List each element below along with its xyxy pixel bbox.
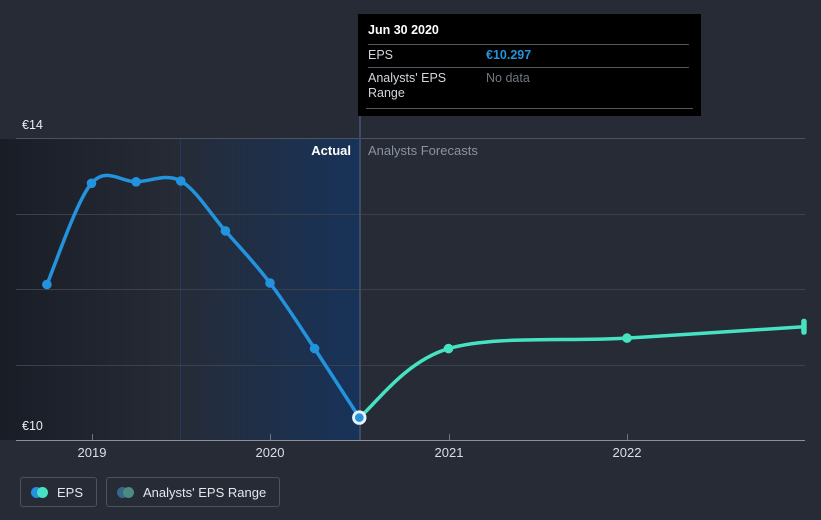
tooltip-separator <box>366 108 693 109</box>
x-axis-tick-label: 2020 <box>255 445 285 460</box>
x-axis-tick-label: 2019 <box>77 445 107 460</box>
tooltip-eps-label: EPS <box>368 48 394 62</box>
eps-analysts-forecast-line <box>357 325 806 420</box>
data-point-marker[interactable] <box>443 343 454 354</box>
data-point-marker[interactable] <box>131 177 141 187</box>
chart-tooltip: Jun 30 2020 EPS €10.297 Analysts' EPS Ra… <box>358 14 701 116</box>
forecast-end-cap <box>801 318 807 335</box>
x-axis-tick-mark <box>449 434 450 440</box>
x-axis-tick-mark <box>270 434 271 440</box>
legend-item-analysts-eps-range[interactable]: Analysts' EPS Range <box>106 477 281 507</box>
data-point-marker[interactable] <box>265 278 275 288</box>
y-axis-label-max: €14 <box>22 118 43 132</box>
x-axis-line <box>16 440 805 441</box>
data-point-marker[interactable] <box>86 178 97 189</box>
chart-legend: EPS Analysts' EPS Range <box>20 477 281 507</box>
x-axis-tick-label: 2022 <box>612 445 642 460</box>
tooltip-separator <box>368 44 689 45</box>
gridline-eur12 <box>16 289 805 290</box>
tooltip-eps-value: €10.297 <box>486 48 532 62</box>
tooltip-row-analysts-range: Analysts' EPS Range No data <box>368 68 689 105</box>
legend-item-eps[interactable]: EPS <box>20 477 98 507</box>
data-point-marker[interactable] <box>622 333 632 343</box>
actual-forecast-divider <box>359 116 361 440</box>
tooltip-range-label: Analysts' EPS Range <box>368 71 447 100</box>
tooltip-separator <box>368 67 689 68</box>
data-point-marker[interactable] <box>220 226 231 236</box>
x-axis-tick-label: 2021 <box>434 445 464 460</box>
data-point-marker[interactable] <box>176 176 186 186</box>
analysts-range-dual-dot-icon <box>117 486 135 498</box>
tooltip-date-title: Jun 30 2020 <box>368 23 439 37</box>
gridline-eur13 <box>16 214 805 215</box>
y-axis-label-min: €10 <box>22 419 43 433</box>
eps-actual-line <box>45 173 362 420</box>
selected-point-marker[interactable] <box>355 413 364 422</box>
data-point-marker[interactable] <box>309 343 320 354</box>
gridline-eur11 <box>16 365 805 366</box>
x-axis-tick-mark <box>627 434 628 440</box>
tooltip-row-eps: EPS €10.297 <box>368 45 689 67</box>
x-axis-tick-mark <box>92 434 93 440</box>
gridline-eur14 <box>16 138 805 139</box>
legend-label-analysts-eps-range: Analysts' EPS Range <box>143 484 267 500</box>
data-point-marker[interactable] <box>42 279 52 290</box>
tooltip-range-value: No data <box>486 71 530 85</box>
legend-label-eps: EPS <box>57 484 84 500</box>
actual-region-label: Actual <box>311 143 351 158</box>
forecast-region-label: Analysts Forecasts <box>368 143 478 158</box>
eps-dual-dot-icon <box>31 486 48 498</box>
